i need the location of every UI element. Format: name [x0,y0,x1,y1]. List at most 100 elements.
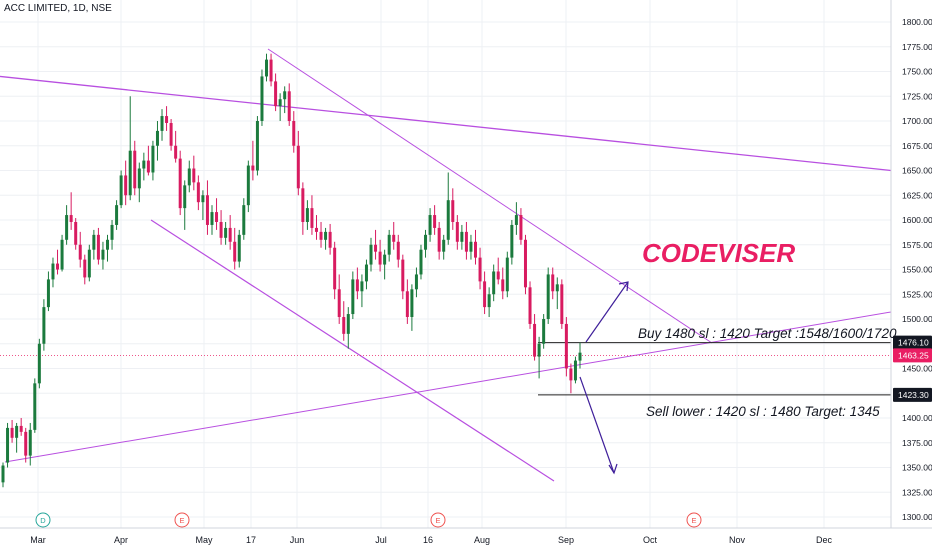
time-tick-label: Jun [290,535,305,545]
time-tick-label: 16 [423,535,433,545]
candle-down [196,182,200,203]
price-tick-label: 1750.00 [902,67,932,77]
candle-up [573,360,577,381]
candle-up [33,383,37,430]
candle-down [296,145,300,189]
candle-down [96,234,100,260]
candle-up [428,215,432,235]
candle-down [146,160,150,173]
candle-up [246,165,250,206]
candle-up [419,249,423,275]
candle-up [160,116,164,131]
candle-down [228,227,232,242]
candle-down [483,281,487,308]
projection-arrows [579,281,629,475]
candle-down [455,221,459,242]
candle-up [424,234,428,250]
candle-up [87,249,91,278]
event-marker-circle [174,512,190,528]
down-arrow-head [608,463,618,475]
candle-up [237,234,241,262]
candle-down [501,279,505,292]
candle-down [328,231,332,248]
candle-down [319,231,323,240]
candlestick-series [1,53,582,488]
candle-down [437,227,441,252]
candle-up [514,215,518,225]
price-tick-label: 1575.00 [902,240,932,250]
price-label-box [893,387,932,402]
time-tick-label: Nov [729,535,746,545]
candle-up [487,294,491,308]
candle-down [192,168,196,183]
candle-up [369,244,373,265]
price-axis[interactable]: 1300.001325.001350.001375.001400.001425.… [890,0,932,528]
time-axis[interactable]: Mar Apr May 17 Jun Jul 16 Aug Sep Oct Nov Dec [0,527,932,545]
event-marker: E [686,512,702,528]
candle-down [74,221,78,245]
candle-up [15,425,19,438]
event-marker-circle [430,512,446,528]
candle-down [405,291,409,318]
price-tick-label: 1350.00 [902,463,932,473]
candle-down [314,227,318,232]
candle-up [505,257,509,292]
candle-down [24,431,28,456]
candle-down [219,221,223,238]
price-tick-label: 1450.00 [902,364,932,374]
candle-up [187,168,191,186]
candle-down [564,323,568,369]
price-tick-label: 1325.00 [902,487,932,497]
price-tick-label: 1300.00 [902,512,932,522]
time-tick-label: Sep [558,535,574,545]
candle-up [224,227,228,238]
rising-support-line [4,311,892,463]
event-marker-label: E [435,516,440,525]
event-marker: D [35,512,51,528]
candle-up [410,289,414,318]
candle-up [51,263,55,280]
candle-down [124,175,128,196]
price-tick-label: 1625.00 [902,190,932,200]
candle-up [42,307,46,344]
price-label-box [893,335,932,350]
event-marker: E [174,512,190,528]
candle-up [305,208,309,222]
candle-down [378,251,382,265]
candle-down [337,289,341,318]
time-tick-label: Apr [114,535,128,545]
candle-up [364,264,368,282]
candle-down [392,234,396,242]
candle-down [165,116,169,123]
candle-down [396,241,400,260]
candle-up [278,99,282,107]
buy-note: Buy 1480 sl : 1420 Target :1548/1600/172… [638,326,897,341]
candle-down [292,121,296,146]
candle-up [201,195,205,203]
candle-up [442,239,446,252]
candle-down [205,195,209,225]
candle-up [242,205,246,235]
candle-down [451,200,455,222]
candle-up [101,249,105,260]
candle-up [151,145,155,173]
candle-up [492,271,496,295]
time-tick-label: Aug [474,535,490,545]
upper-trendline [0,75,892,172]
candle-down [233,241,237,262]
price-label-box [893,348,932,363]
candle-down [215,212,219,222]
candle-up [137,168,141,189]
candle-up [351,279,355,315]
price-tick-label: 1550.00 [902,265,932,275]
candle-down [342,317,346,334]
event-marker-label: E [691,516,696,525]
candle-down [464,231,468,252]
event-marker-label: E [179,516,184,525]
candle-up [128,150,132,196]
event-marker-label: D [40,516,46,525]
candle-down [333,247,337,290]
price-label: 1423.30 [893,387,932,402]
candle-down [478,257,482,282]
